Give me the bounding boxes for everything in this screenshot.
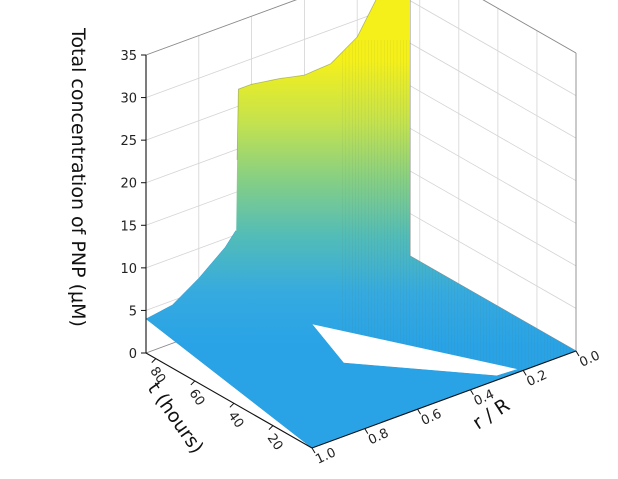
z-tick-label: 5 bbox=[129, 304, 137, 319]
r-tick-mark bbox=[311, 447, 316, 454]
z-tick-label: 10 bbox=[120, 262, 137, 277]
z-tick-label: 0 bbox=[129, 347, 137, 362]
r-tick-label: 0.8 bbox=[366, 426, 391, 448]
frame-edge bbox=[145, 0, 297, 56]
t-tick-mark bbox=[190, 380, 196, 386]
r-tick-label: 0.0 bbox=[577, 348, 602, 370]
r-tick-mark bbox=[417, 408, 422, 415]
z-tick-label: 35 bbox=[120, 49, 137, 64]
r-tick-mark bbox=[522, 370, 527, 376]
t-tick-mark bbox=[151, 358, 157, 363]
t-tick-label: 40 bbox=[225, 409, 247, 431]
t-tick-mark bbox=[268, 425, 274, 431]
r-tick-label: 0.6 bbox=[419, 406, 444, 428]
t-tick-mark bbox=[229, 402, 235, 408]
t-tick-label: 60 bbox=[186, 387, 208, 409]
t-tick-label: 20 bbox=[264, 431, 286, 453]
r-tick-mark bbox=[469, 389, 474, 396]
surface-mesh bbox=[340, 40, 577, 370]
z-tick-label: 25 bbox=[120, 134, 137, 149]
z-tick-label: 30 bbox=[120, 92, 137, 107]
frame-edge bbox=[482, 0, 577, 54]
r-tick-label: 1.0 bbox=[313, 445, 338, 467]
z-tick-label: 20 bbox=[120, 177, 137, 192]
z-tick-label: 15 bbox=[120, 219, 137, 234]
r-tick-mark bbox=[575, 350, 580, 357]
r-tick-mark bbox=[364, 428, 369, 434]
z-axis-title: Total concentration of PNP (μM) bbox=[67, 27, 89, 327]
surface-edge bbox=[236, 0, 377, 160]
r-tick-label: 0.2 bbox=[525, 368, 550, 390]
axes bbox=[145, 55, 577, 449]
t-axis-line bbox=[145, 352, 313, 449]
r-axis-line bbox=[311, 350, 577, 449]
